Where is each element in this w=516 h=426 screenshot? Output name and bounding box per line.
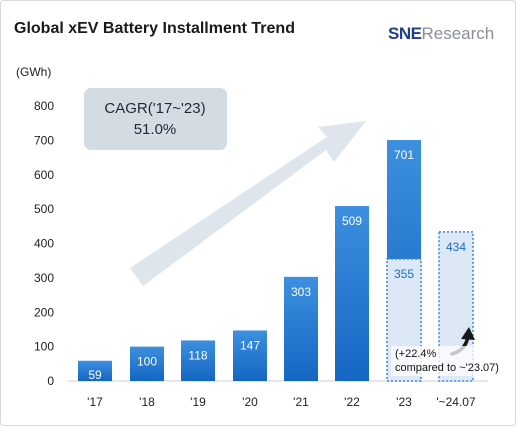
bar-partial-value-label: 355 [394,267,414,281]
bar [181,340,215,381]
x-tick-label: '22 [344,395,360,409]
cagr-value: 51.0% [134,121,177,138]
y-axis-unit-label: (GWh) [16,65,51,79]
bar [78,360,112,381]
y-tick-label: 400 [34,237,54,251]
bar-value-label: 147 [240,338,260,352]
bar [130,346,164,381]
x-tick-label: '19 [190,395,206,409]
y-tick-label: 300 [34,271,54,285]
cagr-box [84,88,227,150]
bar [233,330,267,381]
growth-annotation-line1: (+22.4% [395,348,436,360]
bar-value-label: 118 [188,348,207,362]
brand-logo-research: Research [421,24,495,43]
y-tick-label: 100 [34,340,54,354]
y-tick-label: 200 [34,305,54,319]
y-tick-label: 0 [47,374,54,388]
y-tick-label: 500 [34,202,54,216]
growth-annotation-bg [391,346,509,376]
growth-annotation-line2: compared to ~'23.07) [395,362,499,374]
growth-arrow-icon [130,121,366,286]
bar-value-label: 701 [394,148,414,162]
cagr-label: CAGR('17~'23) [104,100,205,117]
x-tick-label: '20 [242,395,258,409]
bar-value-label: 303 [291,285,311,299]
brand-logo: SNEResearch [388,24,494,44]
bar [335,206,369,381]
x-tick-label: '17 [87,395,103,409]
x-tick-label: '~24.07 [436,395,476,409]
bar-value-label: 509 [342,214,362,228]
chart-title: Global xEV Battery Installment Trend [14,20,295,37]
x-tick-label: '18 [139,395,155,409]
x-tick-label: '23 [396,395,412,409]
bar-value-label: 59 [88,368,102,382]
bar-value-label: 434 [446,240,466,254]
y-tick-label: 700 [34,133,54,147]
bar [284,276,318,381]
x-tick-label: '21 [293,395,309,409]
brand-logo-sne: SNE [388,24,422,43]
small-growth-arrowhead-icon [461,327,475,340]
y-tick-label: 600 [34,168,54,182]
y-tick-label: 800 [34,99,54,113]
bar-value-label: 100 [137,355,157,369]
